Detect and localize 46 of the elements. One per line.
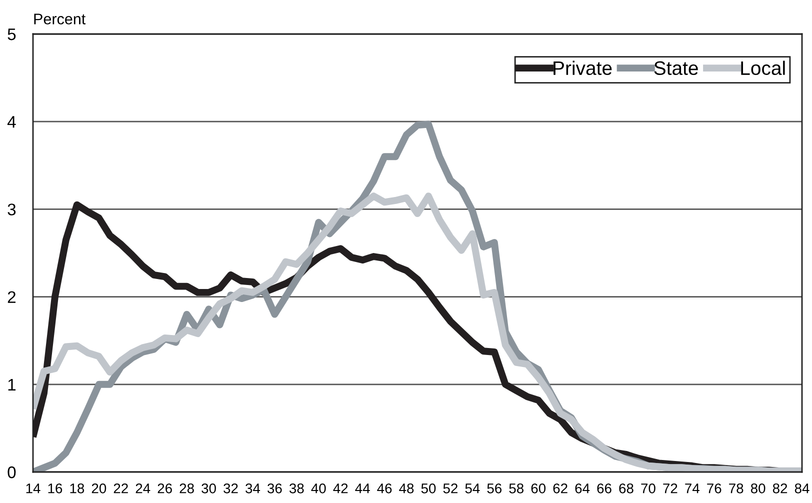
x-tick-label: 28 xyxy=(180,483,194,494)
legend-label: Private xyxy=(554,60,612,76)
y-tick-label: 0 xyxy=(8,466,16,478)
x-tick-label: 58 xyxy=(509,483,524,494)
x-tick-label: 78 xyxy=(729,483,744,494)
x-tick-label: 30 xyxy=(202,483,216,494)
x-tick-label: 18 xyxy=(70,483,84,494)
x-tick-label: 38 xyxy=(289,483,304,494)
x-tick-label: 68 xyxy=(619,483,634,494)
y-tick-label: 3 xyxy=(8,204,16,216)
y-tick-label: 4 xyxy=(7,116,16,128)
x-tick-label: 62 xyxy=(553,483,568,494)
x-tick-label: 74 xyxy=(685,484,700,494)
legend-label: State xyxy=(654,61,698,76)
x-tick-label: 84 xyxy=(794,483,810,494)
x-tick-label: 52 xyxy=(443,483,458,494)
x-tick-label: 42 xyxy=(333,483,348,494)
y-tick-label: 1 xyxy=(8,378,16,390)
x-tick-label: 14 xyxy=(26,484,40,494)
x-tick-label: 80 xyxy=(750,483,766,494)
legend-label: Local xyxy=(741,60,785,76)
y-axis-title: Percent xyxy=(34,14,86,24)
x-tick-label: 32 xyxy=(224,483,238,494)
x-tick-label: 46 xyxy=(377,483,392,494)
x-tick-label: 44 xyxy=(355,484,370,494)
x-tick-label: 16 xyxy=(48,483,62,494)
x-tick-label: 20 xyxy=(92,483,106,494)
x-tick-label: 26 xyxy=(158,483,172,494)
x-tick-label: 70 xyxy=(641,483,656,494)
x-tick-label: 72 xyxy=(663,483,678,494)
x-tick-label: 82 xyxy=(772,483,788,494)
x-tick-label: 40 xyxy=(311,483,326,494)
x-tick-label: 34 xyxy=(246,483,260,494)
x-tick-label: 24 xyxy=(136,483,150,494)
x-tick-label: 48 xyxy=(399,483,414,494)
x-tick-label: 50 xyxy=(421,483,436,494)
x-tick-label: 36 xyxy=(267,483,282,494)
y-tick-label: 5 xyxy=(8,28,16,40)
x-tick-label: 22 xyxy=(114,483,128,494)
x-tick-label: 64 xyxy=(575,483,590,494)
y-tick-label: 2 xyxy=(8,291,16,303)
x-tick-label: 60 xyxy=(531,483,546,494)
x-tick-label: 76 xyxy=(707,483,722,494)
x-tick-label: 54 xyxy=(465,484,480,494)
x-tick-label: 66 xyxy=(597,483,612,494)
x-tick-label: 56 xyxy=(487,483,502,494)
